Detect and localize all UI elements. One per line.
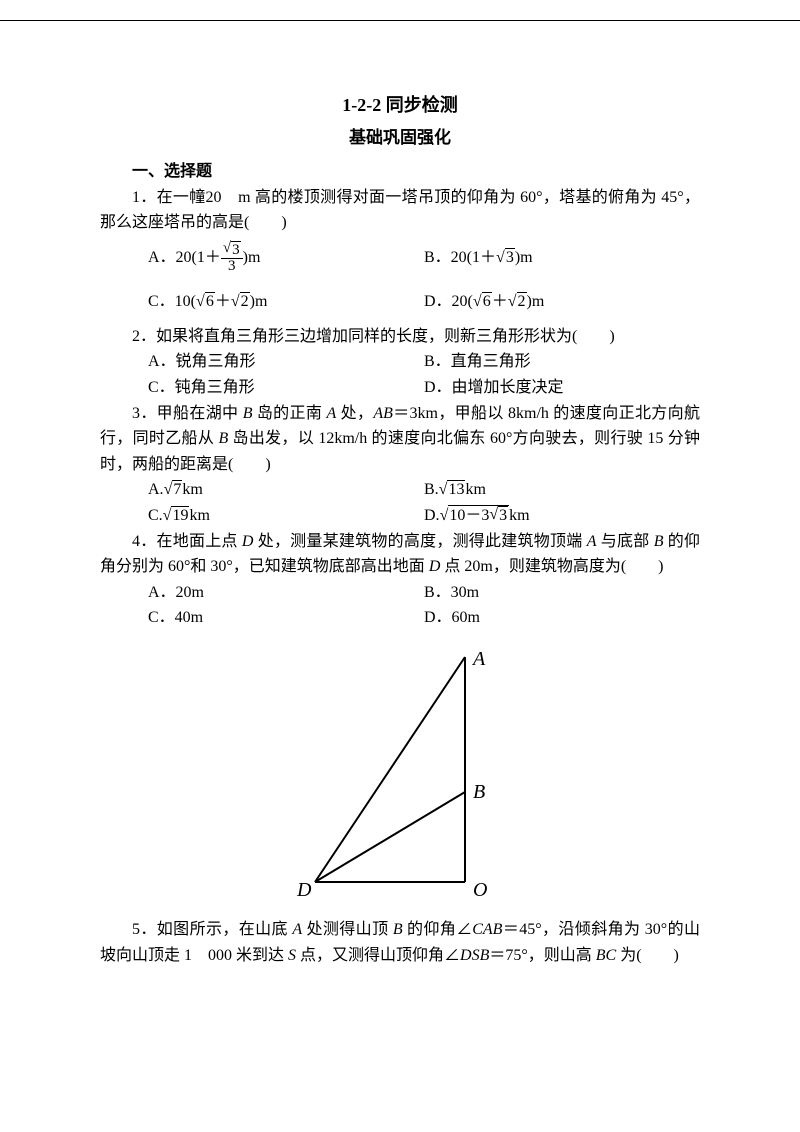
q2-opt-b: B．直角三角形 (424, 349, 700, 375)
q1a-post: )m (243, 245, 261, 271)
section-head-1: 一、选择题 (100, 159, 700, 185)
q4-stem: 4．在地面上点 D 处，测量某建筑物的高度，测得此建筑物顶端 A 与底部 B 的… (100, 529, 700, 580)
q2-options: A．锐角三角形 B．直角三角形 C．钝角三角形 D．由增加长度决定 (100, 349, 700, 400)
q3-opt-a: A.7km (148, 477, 424, 503)
q2-opt-d: D．由增加长度决定 (424, 375, 700, 401)
q1-options: A．20(1＋ 3 3 )m B．20(1＋ 3 )m C．10( 6 ＋ 2 … (100, 236, 700, 324)
q1b-post: )m (515, 245, 533, 271)
svg-text:A: A (471, 648, 486, 670)
q1c-mid: ＋ (215, 289, 231, 315)
q4-options: A．20m B．30m C．40m D．60m (100, 580, 700, 631)
q3-options: A.7km B.13km C.19km D.10－33km (100, 477, 700, 528)
q1d-rad2: 2 (517, 292, 527, 311)
title-main: 1-2-2 同步检测 (100, 91, 700, 120)
q1a-pre: A．20(1＋ (148, 245, 221, 271)
q1d-rad6: 6 (482, 292, 492, 311)
q2-opt-c: C．钝角三角形 (148, 375, 424, 401)
q1-opt-c: C．10( 6 ＋ 2 )m (148, 280, 424, 324)
svg-text:O: O (473, 879, 487, 901)
q1c-post: )m (250, 289, 268, 315)
q4-opt-a: A．20m (148, 580, 424, 606)
q1b-rad: 3 (505, 248, 515, 267)
q1-opt-a: A．20(1＋ 3 3 )m (148, 236, 424, 280)
q3-opt-b: B.13km (424, 477, 700, 503)
svg-text:D: D (296, 879, 312, 901)
q1a-frac: 3 3 (221, 241, 243, 276)
svg-text:B: B (473, 781, 485, 803)
q1a-num-rad: 3 (231, 241, 241, 259)
q1a-den: 3 (221, 259, 243, 275)
q3-opt-c: C.19km (148, 503, 424, 529)
title-sub: 基础巩固强化 (100, 124, 700, 151)
q3-opt-d: D.10－33km (424, 503, 700, 529)
q1c-rad2: 2 (240, 292, 250, 311)
q2-stem: 2．如果将直角三角形三边增加同样的长度，则新三角形形状为( ) (100, 324, 700, 350)
q4-opt-b: B．30m (424, 580, 700, 606)
q1-stem: 1．在一幢20 m 高的楼顶测得对面一塔吊顶的仰角为 60°，塔基的俯角为 45… (100, 185, 700, 236)
page: 1-2-2 同步检测 基础巩固强化 一、选择题 1．在一幢20 m 高的楼顶测得… (0, 20, 800, 1009)
q4-opt-c: C．40m (148, 605, 424, 631)
q1d-mid: ＋ (492, 289, 508, 315)
q3-stem: 3．甲船在湖中 B 岛的正南 A 处，AB＝3km，甲船以 8km/h 的速度向… (100, 401, 700, 478)
q4-opt-d: D．60m (424, 605, 700, 631)
q1-opt-b: B．20(1＋ 3 )m (424, 236, 700, 280)
q1b-pre: B．20(1＋ (424, 245, 496, 271)
q5-stem: 5．如图所示，在山底 A 处测得山顶 B 的仰角∠CAB＝45°，沿倾斜角为 3… (100, 917, 700, 968)
q1-opt-d: D．20( 6 ＋ 2 )m (424, 280, 700, 324)
q1d-post: )m (527, 289, 545, 315)
q1c-pre: C．10( (148, 289, 196, 315)
q1d-pre: D．20( (424, 289, 473, 315)
q1c-rad6: 6 (205, 292, 215, 311)
triangle-svg: A B O D (295, 637, 505, 907)
q2-opt-a: A．锐角三角形 (148, 349, 424, 375)
triangle-figure: A B O D (100, 637, 700, 916)
